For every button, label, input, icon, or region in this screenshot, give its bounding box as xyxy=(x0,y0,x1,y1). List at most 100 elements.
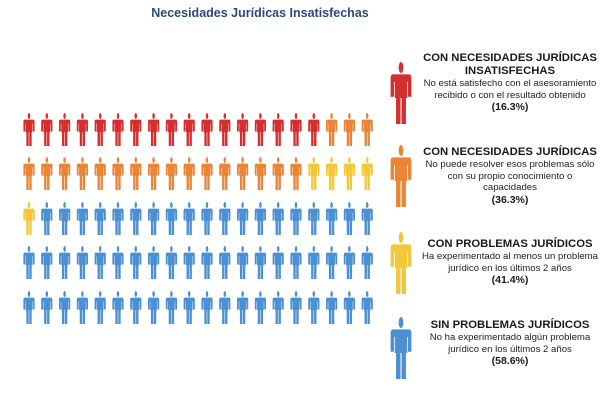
person-icon-blue xyxy=(148,291,160,324)
person-icon-red xyxy=(254,113,266,146)
pictogram-grid xyxy=(23,113,373,324)
person-icon-blue xyxy=(361,246,373,279)
person-icon-blue xyxy=(254,246,266,279)
person-icon-blue xyxy=(201,246,213,279)
person-icon-blue xyxy=(94,246,106,279)
person-icon-blue xyxy=(183,246,195,279)
person-icon-blue xyxy=(183,202,195,235)
legend-red-percent: (16.3%) xyxy=(491,101,529,113)
person-icon-orange xyxy=(94,157,106,190)
person-icon-red xyxy=(290,113,302,146)
person-icon-orange xyxy=(272,157,284,190)
person-icon-blue xyxy=(254,202,266,235)
person-icon-blue xyxy=(361,291,373,324)
person-icon-orange xyxy=(219,157,231,190)
legend-yellow-percent: (41.4%) xyxy=(491,274,529,286)
legend-icon-red xyxy=(390,62,412,124)
person-icon-red xyxy=(219,113,231,146)
person-icon-blue xyxy=(308,246,320,279)
person-icon-orange xyxy=(148,157,160,190)
person-icon-blue xyxy=(76,291,88,324)
person-icon-orange xyxy=(112,157,124,190)
legend-blue-percent: (58.6%) xyxy=(491,355,529,367)
person-icon-orange xyxy=(23,157,35,190)
person-icon-red xyxy=(41,113,53,146)
person-icon-blue xyxy=(237,291,249,324)
person-icon-blue xyxy=(272,291,284,324)
person-icon-yellow xyxy=(308,157,320,190)
person-icon-blue xyxy=(201,291,213,324)
person-icon-orange xyxy=(130,157,142,190)
person-icon-blue xyxy=(290,291,302,324)
legend-red-description: No está satisfecho con el asesoramiento … xyxy=(423,78,597,101)
person-icon-blue xyxy=(272,246,284,279)
person-icon-red xyxy=(130,113,142,146)
person-icon-blue xyxy=(165,202,177,235)
person-icon-yellow xyxy=(361,157,373,190)
legend-red-heading: CON NECESIDADES JURÍDICAS INSATISFECHAS xyxy=(423,52,597,77)
person-icon-blue xyxy=(361,202,373,235)
person-icon-red xyxy=(237,113,249,146)
person-icon-blue xyxy=(76,202,88,235)
person-icon-red xyxy=(59,113,71,146)
legend-blue: SIN PROBLEMAS JURÍDICOS No ha experiment… xyxy=(420,319,600,368)
person-icon-blue xyxy=(148,246,160,279)
person-icon-blue xyxy=(219,246,231,279)
legend-orange-description: No puede resolver esos problemas sólo co… xyxy=(425,159,595,193)
person-icon-blue xyxy=(254,291,266,324)
person-icon-orange xyxy=(59,157,71,190)
person-icon-yellow xyxy=(326,157,338,190)
person-icon-blue xyxy=(76,246,88,279)
person-icon-blue xyxy=(41,291,53,324)
person-icon-blue xyxy=(272,202,284,235)
person-icon-blue xyxy=(201,202,213,235)
person-icon-orange xyxy=(183,157,195,190)
person-icon-red xyxy=(201,113,213,146)
person-icon-red xyxy=(23,113,35,146)
person-icon-blue xyxy=(326,202,338,235)
person-icon-blue xyxy=(94,291,106,324)
legend-orange-percent: (36.3%) xyxy=(491,193,529,206)
legend-icon-yellow xyxy=(390,232,412,294)
person-icon-red xyxy=(165,113,177,146)
legend-orange: CON NECESIDADES JURÍDICAS No puede resol… xyxy=(420,146,600,207)
person-icon-blue xyxy=(343,291,355,324)
person-icon-blue xyxy=(165,246,177,279)
legend-blue-heading: SIN PROBLEMAS JURÍDICOS xyxy=(430,319,590,331)
person-icon-blue xyxy=(290,246,302,279)
person-icon-orange xyxy=(76,157,88,190)
person-icon-blue xyxy=(148,202,160,235)
legend-yellow: CON PROBLEMAS JURÍDICOS Ha experimentado… xyxy=(420,238,600,287)
person-icon-orange xyxy=(290,157,302,190)
person-icon-red xyxy=(112,113,124,146)
person-icon-blue xyxy=(308,202,320,235)
person-icon-blue xyxy=(112,291,124,324)
person-icon-orange xyxy=(41,157,53,190)
person-icon-blue xyxy=(237,246,249,279)
person-icon-red xyxy=(148,113,160,146)
legend-icon-orange xyxy=(390,145,412,207)
person-icon-blue xyxy=(343,202,355,235)
person-icon-blue xyxy=(130,202,142,235)
legend-icon-blue xyxy=(390,317,412,379)
person-icon-blue xyxy=(59,202,71,235)
person-icon-blue xyxy=(23,246,35,279)
legend-person-blue xyxy=(390,317,412,379)
person-icon-blue xyxy=(41,246,53,279)
person-icon-blue xyxy=(94,202,106,235)
person-icon-red xyxy=(183,113,195,146)
person-icon-blue xyxy=(130,246,142,279)
chart-title: Necesidades Jurídicas Insatisfechas xyxy=(151,6,369,20)
person-icon-blue xyxy=(112,202,124,235)
person-icon-blue xyxy=(290,202,302,235)
person-icon-blue xyxy=(308,291,320,324)
person-icon-orange xyxy=(237,157,249,190)
person-icon-red xyxy=(308,113,320,146)
person-icon-red xyxy=(94,113,106,146)
person-icon-orange xyxy=(254,157,266,190)
person-icon-blue xyxy=(23,291,35,324)
person-icon-blue xyxy=(219,202,231,235)
person-icon-blue xyxy=(112,246,124,279)
person-icon-blue xyxy=(165,291,177,324)
legend-blue-description: No ha experimentado algún problema juríd… xyxy=(429,332,591,355)
